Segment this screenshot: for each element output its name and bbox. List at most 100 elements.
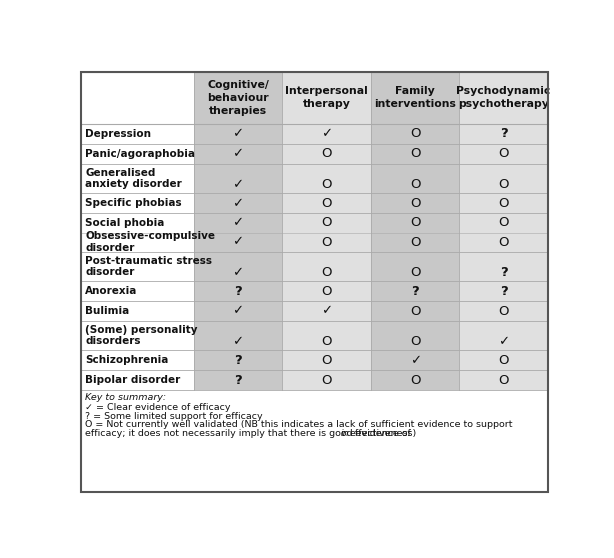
Text: ✓: ✓ bbox=[233, 335, 244, 348]
Bar bbox=[282, 371, 371, 391]
Text: O: O bbox=[499, 374, 509, 387]
Bar bbox=[371, 71, 459, 124]
Text: ✓: ✓ bbox=[498, 335, 509, 348]
Text: O: O bbox=[410, 335, 421, 348]
Bar bbox=[282, 301, 371, 321]
Bar bbox=[194, 350, 282, 371]
Bar bbox=[282, 252, 371, 281]
Text: ✓: ✓ bbox=[321, 305, 332, 318]
Text: Depression: Depression bbox=[85, 129, 151, 139]
Text: ?: ? bbox=[500, 285, 508, 297]
Bar bbox=[371, 321, 459, 350]
Text: ?: ? bbox=[234, 374, 242, 387]
Bar bbox=[459, 193, 548, 213]
Bar bbox=[194, 252, 282, 281]
Bar bbox=[459, 124, 548, 144]
Bar bbox=[459, 301, 548, 321]
Text: O: O bbox=[499, 305, 509, 318]
Text: O: O bbox=[499, 217, 509, 229]
Text: Social phobia: Social phobia bbox=[85, 218, 165, 228]
Text: O: O bbox=[410, 305, 421, 318]
Bar bbox=[371, 301, 459, 321]
Text: O: O bbox=[499, 178, 509, 191]
Bar bbox=[282, 124, 371, 144]
Bar bbox=[82, 252, 194, 281]
Text: O: O bbox=[499, 354, 509, 367]
Text: O: O bbox=[321, 285, 332, 297]
Text: ?: ? bbox=[411, 285, 419, 297]
Bar bbox=[459, 252, 548, 281]
Text: Cognitive/
behaviour
therapies: Cognitive/ behaviour therapies bbox=[207, 80, 269, 116]
Text: O = Not currently well validated (NB this indicates a lack of sufficient evidenc: O = Not currently well validated (NB thi… bbox=[85, 420, 513, 430]
Bar bbox=[282, 193, 371, 213]
Bar bbox=[82, 371, 194, 391]
Bar bbox=[194, 301, 282, 321]
Bar bbox=[194, 281, 282, 301]
Text: Schizophrenia: Schizophrenia bbox=[85, 355, 169, 365]
Text: O: O bbox=[321, 354, 332, 367]
Bar bbox=[282, 350, 371, 371]
Bar bbox=[82, 144, 194, 164]
Bar bbox=[82, 301, 194, 321]
Text: Family
interventions: Family interventions bbox=[374, 86, 456, 109]
Text: Psychodynamic
psychotherapy: Psychodynamic psychotherapy bbox=[456, 86, 551, 109]
Bar bbox=[194, 71, 282, 124]
Text: Panic/agoraphobia: Panic/agoraphobia bbox=[85, 149, 195, 159]
Text: ✓: ✓ bbox=[321, 127, 332, 141]
Text: in: in bbox=[340, 429, 349, 438]
Text: ✓: ✓ bbox=[233, 266, 244, 279]
Bar bbox=[194, 321, 282, 350]
Text: ✓: ✓ bbox=[233, 235, 244, 249]
Text: O: O bbox=[321, 217, 332, 229]
Text: effectiveness): effectiveness) bbox=[349, 429, 417, 438]
Text: Generalised
anxiety disorder: Generalised anxiety disorder bbox=[85, 168, 182, 189]
Text: Post-traumatic stress
disorder: Post-traumatic stress disorder bbox=[85, 256, 212, 277]
Bar bbox=[371, 124, 459, 144]
Text: ✓: ✓ bbox=[233, 217, 244, 229]
Text: ✓: ✓ bbox=[233, 178, 244, 191]
Bar bbox=[371, 164, 459, 193]
Bar bbox=[459, 371, 548, 391]
Text: ?: ? bbox=[500, 266, 508, 279]
Text: ?: ? bbox=[234, 354, 242, 367]
Bar bbox=[82, 164, 194, 193]
Text: Obsessive-compulsive
disorder: Obsessive-compulsive disorder bbox=[85, 232, 216, 253]
Bar bbox=[459, 164, 548, 193]
Text: O: O bbox=[321, 335, 332, 348]
Bar bbox=[194, 213, 282, 252]
Bar bbox=[82, 281, 194, 301]
Bar bbox=[82, 391, 548, 492]
Bar bbox=[371, 144, 459, 164]
Text: O: O bbox=[410, 147, 421, 161]
Bar bbox=[82, 71, 194, 124]
Text: O: O bbox=[321, 147, 332, 161]
Text: Interpersonal
therapy: Interpersonal therapy bbox=[286, 86, 368, 109]
Bar bbox=[282, 321, 371, 350]
Bar bbox=[371, 350, 459, 371]
Text: ✓: ✓ bbox=[233, 147, 244, 161]
Text: O: O bbox=[410, 374, 421, 387]
Bar bbox=[371, 281, 459, 301]
Text: ? = Some limited support for efficacy: ? = Some limited support for efficacy bbox=[85, 412, 263, 421]
Text: Bulimia: Bulimia bbox=[85, 306, 130, 316]
Bar bbox=[459, 281, 548, 301]
Bar bbox=[459, 321, 548, 350]
Bar bbox=[82, 124, 194, 144]
Text: ✓: ✓ bbox=[233, 305, 244, 318]
Bar bbox=[282, 71, 371, 124]
Bar bbox=[371, 371, 459, 391]
Bar bbox=[459, 350, 548, 371]
Text: ?: ? bbox=[234, 285, 242, 297]
Bar bbox=[459, 213, 548, 252]
Text: ✓: ✓ bbox=[233, 197, 244, 210]
Bar bbox=[82, 321, 194, 350]
Text: O: O bbox=[410, 197, 421, 210]
Bar bbox=[82, 350, 194, 371]
Bar bbox=[194, 164, 282, 193]
Text: O: O bbox=[499, 235, 509, 249]
Text: (Some) personality
disorders: (Some) personality disorders bbox=[85, 325, 198, 347]
Text: Specific phobias: Specific phobias bbox=[85, 198, 182, 208]
Text: Anorexia: Anorexia bbox=[85, 286, 138, 296]
Text: O: O bbox=[410, 266, 421, 279]
Text: O: O bbox=[321, 266, 332, 279]
